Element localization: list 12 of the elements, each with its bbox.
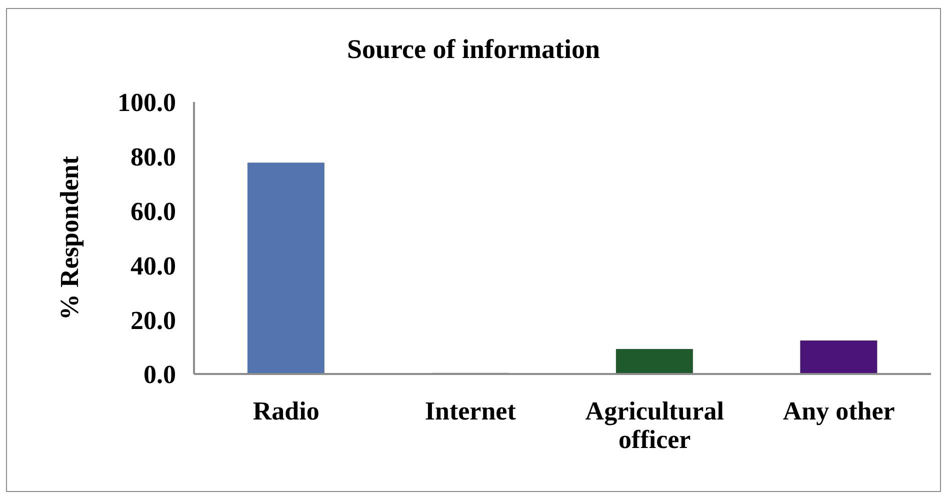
- y-tick-label: 0.0: [144, 360, 176, 390]
- y-tick-label: 100.0: [118, 88, 176, 118]
- x-tick-label: Agricultural officer: [585, 396, 724, 454]
- y-axis-title: % Respondent: [55, 156, 84, 320]
- y-tick-label: 60.0: [130, 197, 176, 226]
- y-tick-label: 40.0: [130, 251, 176, 280]
- x-tick-label: Any other: [782, 396, 895, 426]
- x-tick-label: Radio: [252, 396, 320, 426]
- chart-title: Source of information: [346, 33, 601, 65]
- y-tick-label: 80.0: [130, 142, 176, 172]
- y-tick-label: 20.0: [130, 306, 176, 335]
- x-tick-label: Internet: [424, 396, 516, 426]
